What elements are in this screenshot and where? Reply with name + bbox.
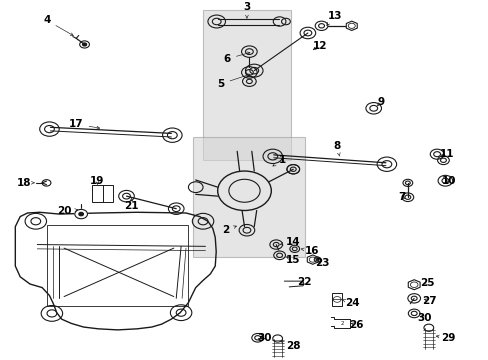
- Text: 4: 4: [43, 15, 73, 36]
- Text: 11: 11: [439, 149, 453, 159]
- Bar: [331, 293, 341, 306]
- Bar: [92, 185, 113, 202]
- Text: 24: 24: [342, 298, 359, 309]
- Text: 25: 25: [419, 278, 434, 288]
- Text: 23: 23: [315, 258, 329, 268]
- Text: 7: 7: [397, 192, 405, 202]
- Text: 18: 18: [17, 177, 34, 188]
- Text: 22: 22: [296, 277, 310, 287]
- Text: 9: 9: [377, 97, 384, 107]
- Bar: [203, 10, 290, 160]
- Text: 1: 1: [272, 155, 285, 166]
- Text: 21: 21: [124, 198, 138, 211]
- Text: 26: 26: [349, 320, 363, 330]
- Text: 14: 14: [280, 237, 300, 247]
- Text: 19: 19: [90, 176, 104, 186]
- Circle shape: [75, 210, 87, 219]
- Text: 29: 29: [435, 333, 455, 343]
- Text: 20: 20: [57, 206, 78, 216]
- Text: 2: 2: [340, 321, 343, 325]
- Circle shape: [79, 212, 83, 216]
- Polygon shape: [306, 255, 318, 264]
- Text: 15: 15: [285, 255, 300, 265]
- Polygon shape: [407, 280, 419, 290]
- Text: 8: 8: [333, 140, 340, 156]
- Text: 12: 12: [312, 41, 326, 50]
- Text: 5: 5: [217, 74, 249, 89]
- Circle shape: [82, 43, 86, 46]
- Text: 27: 27: [422, 296, 436, 306]
- Text: 17: 17: [69, 119, 100, 129]
- Bar: [193, 137, 305, 257]
- Text: 16: 16: [301, 246, 318, 256]
- Text: 6: 6: [224, 52, 249, 64]
- Text: 30: 30: [417, 313, 431, 323]
- Text: 28: 28: [280, 341, 300, 351]
- Text: 10: 10: [441, 176, 456, 186]
- Polygon shape: [346, 21, 357, 31]
- Text: 13: 13: [326, 11, 341, 26]
- Text: 30: 30: [257, 333, 272, 343]
- Text: 2: 2: [222, 225, 236, 235]
- Text: 3: 3: [243, 2, 250, 18]
